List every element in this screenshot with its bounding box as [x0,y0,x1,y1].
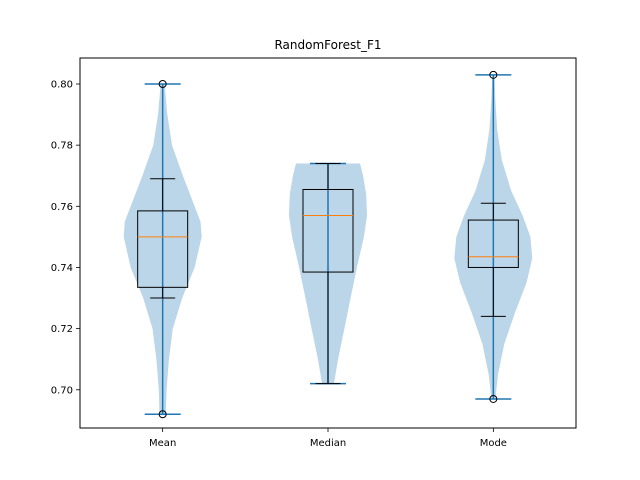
y-tick-label-5: 0.80 [51,79,73,90]
box-mean [137,210,189,288]
outlier-point-mode-1 [489,394,498,403]
outlier-point-mean-1 [158,410,167,419]
violin-group-mean [123,79,202,419]
chart-title: RandomForest_F1 [274,38,381,52]
box-median [302,188,354,273]
violin-group-mode [454,70,533,403]
x-tick-label-median: Median [310,438,346,449]
x-tick-label-mode: Mode [480,438,507,449]
y-tick-label-4: 0.78 [51,141,73,152]
outlier-point-mode-0 [489,70,498,79]
violin-group-median [289,162,367,385]
plot-area [123,70,533,419]
outlier-point-mean-0 [158,79,167,88]
boxplot-mode [467,70,519,403]
y-tick-label-1: 0.72 [51,324,73,335]
box-mode [467,219,519,268]
y-tick-label-3: 0.76 [51,202,73,213]
x-tick-label-mean: Mean [149,438,176,449]
boxplot-mean [137,79,189,419]
y-tick-label-2: 0.74 [51,263,73,274]
y-tick-label-0: 0.70 [51,385,73,396]
boxplot-median [302,162,354,385]
axes: Mean Median Mode 0.70 0.72 0.74 0.76 0.78 0.80 [51,79,507,449]
